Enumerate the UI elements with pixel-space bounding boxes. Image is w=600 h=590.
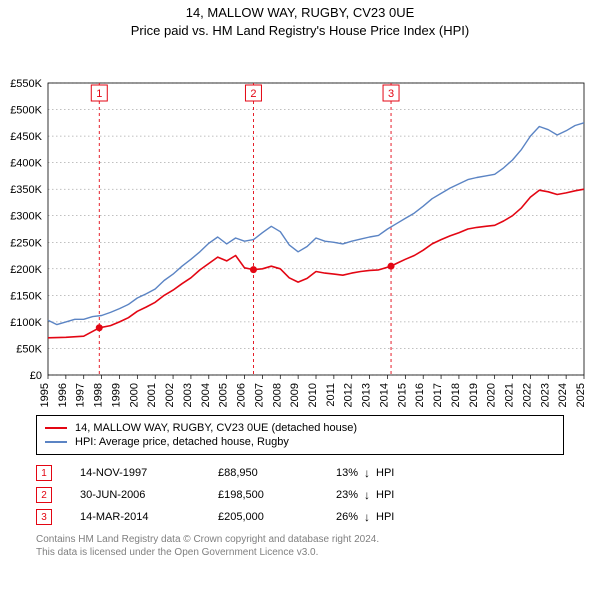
svg-text:1: 1 xyxy=(96,88,102,100)
sale-delta-pct: 23% xyxy=(336,489,358,501)
svg-text:2017: 2017 xyxy=(432,383,444,407)
svg-text:1999: 1999 xyxy=(110,383,122,407)
svg-text:£100K: £100K xyxy=(10,317,42,329)
legend: 14, MALLOW WAY, RUGBY, CV23 0UE (detache… xyxy=(36,415,564,455)
sale-row: 3 14-MAR-2014 £205,000 26% ↓ HPI xyxy=(36,509,564,525)
svg-text:2006: 2006 xyxy=(236,383,248,407)
svg-text:1998: 1998 xyxy=(93,383,105,407)
svg-text:£350K: £350K xyxy=(10,184,42,196)
title-subtitle: Price paid vs. HM Land Registry's House … xyxy=(0,22,600,40)
svg-text:2015: 2015 xyxy=(396,383,408,407)
sale-delta-pct: 26% xyxy=(336,511,358,523)
svg-text:2024: 2024 xyxy=(557,383,569,407)
svg-text:2014: 2014 xyxy=(378,383,390,407)
svg-text:£400K: £400K xyxy=(10,158,42,170)
sale-date: 14-MAR-2014 xyxy=(80,511,190,523)
chart-container: £0 £50K £100K £150K £200K £250K £300K £350K £400… xyxy=(0,39,600,409)
footer-line-1: Contains HM Land Registry data © Crown c… xyxy=(36,533,564,546)
svg-text:2021: 2021 xyxy=(504,383,516,407)
down-arrow-icon: ↓ xyxy=(364,488,370,502)
svg-text:2010: 2010 xyxy=(307,383,319,407)
legend-swatch xyxy=(45,441,67,443)
sale-delta: 23% ↓ HPI xyxy=(336,488,394,502)
sale-marker-box: 3 xyxy=(36,509,52,525)
svg-text:2011: 2011 xyxy=(325,383,337,407)
svg-text:2008: 2008 xyxy=(271,383,283,407)
footer-line-2: This data is licensed under the Open Gov… xyxy=(36,546,564,559)
svg-text:2013: 2013 xyxy=(361,383,373,407)
price-chart: £0 £50K £100K £150K £200K £250K £300K £350K £400… xyxy=(0,39,600,409)
svg-text:£550K: £550K xyxy=(10,78,42,90)
svg-text:£250K: £250K xyxy=(10,237,42,249)
sale-delta: 13% ↓ HPI xyxy=(336,466,394,480)
down-arrow-icon: ↓ xyxy=(364,466,370,480)
legend-swatch xyxy=(45,427,67,429)
svg-text:2001: 2001 xyxy=(146,383,158,407)
sale-delta-pct: 13% xyxy=(336,467,358,479)
svg-text:3: 3 xyxy=(388,88,394,100)
sale-delta-suffix: HPI xyxy=(376,467,394,479)
svg-text:1996: 1996 xyxy=(57,383,69,407)
svg-text:£300K: £300K xyxy=(10,211,42,223)
sale-date: 30-JUN-2006 xyxy=(80,489,190,501)
chart-titles: 14, MALLOW WAY, RUGBY, CV23 0UE Price pa… xyxy=(0,0,600,39)
svg-text:1995: 1995 xyxy=(39,383,51,407)
svg-text:2016: 2016 xyxy=(414,383,426,407)
svg-text:2019: 2019 xyxy=(468,383,480,407)
down-arrow-icon: ↓ xyxy=(364,510,370,524)
svg-text:£450K: £450K xyxy=(10,131,42,143)
svg-text:2002: 2002 xyxy=(164,383,176,407)
svg-text:2022: 2022 xyxy=(521,383,533,407)
title-address: 14, MALLOW WAY, RUGBY, CV23 0UE xyxy=(0,4,600,22)
svg-text:2020: 2020 xyxy=(486,383,498,407)
sale-delta-suffix: HPI xyxy=(376,511,394,523)
sales-table: 1 14-NOV-1997 £88,950 13% ↓ HPI 2 30-JUN-2006 £1… xyxy=(36,465,564,525)
svg-text:£500K: £500K xyxy=(10,105,42,117)
svg-text:2012: 2012 xyxy=(343,383,355,407)
sale-marker-box: 2 xyxy=(36,487,52,503)
svg-text:£50K: £50K xyxy=(16,344,42,356)
svg-text:2018: 2018 xyxy=(450,383,462,407)
legend-label: HPI: Average price, detached house, Rugb… xyxy=(75,436,289,448)
svg-text:2000: 2000 xyxy=(128,383,140,407)
svg-text:2025: 2025 xyxy=(575,383,587,407)
svg-text:£150K: £150K xyxy=(10,290,42,302)
legend-row: HPI: Average price, detached house, Rugb… xyxy=(45,436,555,448)
sale-price: £205,000 xyxy=(218,511,308,523)
sale-date: 14-NOV-1997 xyxy=(80,467,190,479)
legend-row: 14, MALLOW WAY, RUGBY, CV23 0UE (detache… xyxy=(45,422,555,434)
svg-text:£0: £0 xyxy=(30,370,42,382)
svg-text:2023: 2023 xyxy=(539,383,551,407)
svg-text:£200K: £200K xyxy=(10,264,42,276)
sale-price: £88,950 xyxy=(218,467,308,479)
svg-text:2007: 2007 xyxy=(253,383,265,407)
svg-text:1997: 1997 xyxy=(75,383,87,407)
legend-label: 14, MALLOW WAY, RUGBY, CV23 0UE (detache… xyxy=(75,422,357,434)
svg-text:2003: 2003 xyxy=(182,383,194,407)
attribution-footer: Contains HM Land Registry data © Crown c… xyxy=(36,533,564,559)
sale-delta: 26% ↓ HPI xyxy=(336,510,394,524)
sale-price: £198,500 xyxy=(218,489,308,501)
sale-row: 2 30-JUN-2006 £198,500 23% ↓ HPI xyxy=(36,487,564,503)
sale-row: 1 14-NOV-1997 £88,950 13% ↓ HPI xyxy=(36,465,564,481)
svg-text:2004: 2004 xyxy=(200,383,212,407)
sale-delta-suffix: HPI xyxy=(376,489,394,501)
svg-text:2: 2 xyxy=(250,88,256,100)
svg-text:2005: 2005 xyxy=(218,383,230,407)
sale-marker-box: 1 xyxy=(36,465,52,481)
svg-text:2009: 2009 xyxy=(289,383,301,407)
